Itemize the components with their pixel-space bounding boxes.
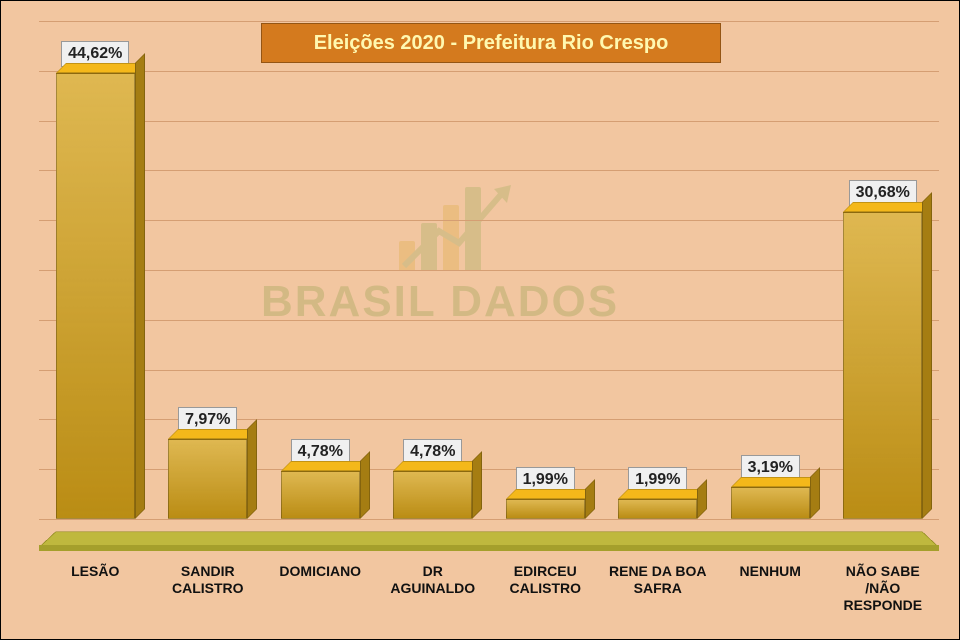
x-axis-label: DR AGUINALDO — [377, 551, 490, 639]
x-axis-label: EDIRCEU CALISTRO — [489, 551, 602, 639]
bar-front — [731, 487, 810, 519]
bar-top — [618, 489, 707, 499]
bar-front — [281, 471, 360, 519]
bar-side — [697, 479, 707, 519]
bar — [393, 471, 472, 519]
bar-top — [731, 477, 820, 487]
bars-container: 44,62%7,97%4,78%4,78%1,99%1,99%3,19%30,6… — [39, 21, 939, 519]
bar-slot: 7,97% — [152, 407, 265, 519]
bar — [281, 471, 360, 519]
bar — [618, 499, 697, 519]
chart-canvas: Eleições 2020 - Prefeitura Rio Crespo BR… — [0, 0, 960, 640]
bar — [843, 212, 922, 519]
bar-top — [56, 63, 145, 73]
bar — [168, 439, 247, 519]
bar-top — [168, 429, 257, 439]
x-axis-label: NÃO SABE /NÃO RESPONDE — [827, 551, 940, 639]
bar-side — [585, 479, 595, 519]
bar-top — [281, 461, 370, 471]
bar-slot: 4,78% — [264, 439, 377, 519]
bar — [506, 499, 585, 519]
bar-front — [168, 439, 247, 519]
bar-slot: 1,99% — [489, 467, 602, 519]
bar-side — [922, 192, 932, 519]
bar-side — [247, 419, 257, 519]
bar-front — [506, 499, 585, 519]
bar-top — [843, 202, 932, 212]
x-axis-label: LESÃO — [39, 551, 152, 639]
bar-slot: 3,19% — [714, 455, 827, 519]
x-axis-label: NENHUM — [714, 551, 827, 639]
bar-side — [810, 467, 820, 519]
bar — [731, 487, 810, 519]
bar-top — [393, 461, 482, 471]
bar-side — [360, 451, 370, 519]
bar-slot: 4,78% — [377, 439, 490, 519]
bar-slot: 30,68% — [827, 180, 940, 519]
x-axis-label: SANDIR CALISTRO — [152, 551, 265, 639]
bar-slot: 44,62% — [39, 41, 152, 519]
bar-top — [506, 489, 595, 499]
gridline — [39, 519, 939, 520]
bar-front — [843, 212, 922, 519]
bar-side — [472, 451, 482, 519]
x-axis-labels: LESÃOSANDIR CALISTRODOMICIANODR AGUINALD… — [39, 551, 939, 639]
x-axis-label: RENE DA BOA SAFRA — [602, 551, 715, 639]
bar-front — [393, 471, 472, 519]
bar-front — [618, 499, 697, 519]
bar-slot: 1,99% — [602, 467, 715, 519]
x-axis-label: DOMICIANO — [264, 551, 377, 639]
bar — [56, 73, 135, 519]
bar-front — [56, 73, 135, 519]
bar-side — [135, 53, 145, 519]
